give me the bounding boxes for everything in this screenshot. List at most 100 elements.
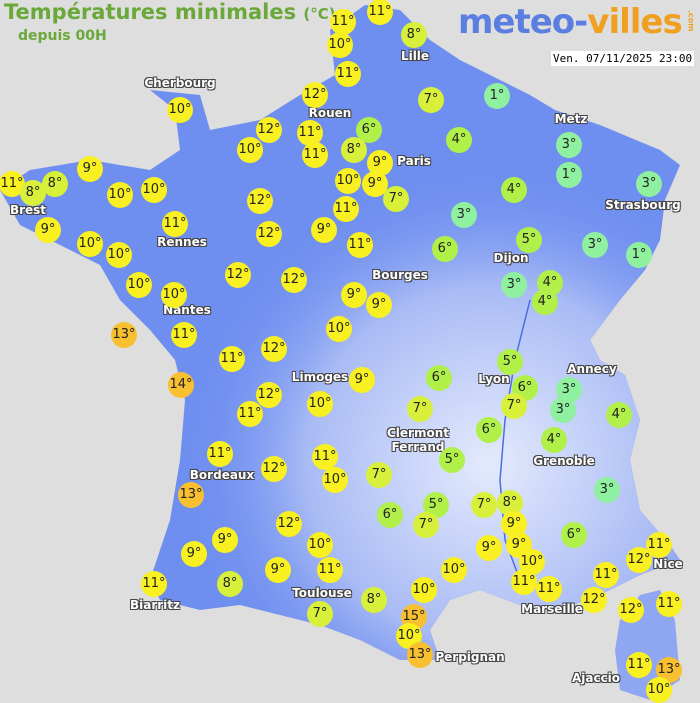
temperature-marker[interactable]: 10° — [411, 577, 437, 603]
temperature-marker[interactable]: 1° — [484, 83, 510, 109]
temperature-marker[interactable]: 10° — [161, 282, 187, 308]
meteo-villes-logo[interactable]: meteo-villes .com — [458, 2, 696, 42]
temperature-marker[interactable]: 3° — [550, 397, 576, 423]
temperature-marker[interactable]: 7° — [413, 512, 439, 538]
temperature-marker[interactable]: 12° — [256, 117, 282, 143]
temperature-marker[interactable]: 12° — [261, 336, 287, 362]
temperature-marker[interactable]: 14° — [168, 372, 194, 398]
temperature-marker[interactable]: 10° — [322, 467, 348, 493]
temperature-marker[interactable]: 10° — [307, 391, 333, 417]
temperature-marker[interactable]: 10° — [106, 242, 132, 268]
temperature-marker[interactable]: 6° — [476, 417, 502, 443]
temperature-marker[interactable]: 4° — [537, 270, 563, 296]
temperature-marker[interactable]: 5° — [497, 349, 523, 375]
temperature-marker[interactable]: 11° — [330, 9, 356, 35]
temperature-marker[interactable]: 12° — [256, 221, 282, 247]
temperature-marker[interactable]: 4° — [501, 177, 527, 203]
temperature-marker[interactable]: 10° — [167, 97, 193, 123]
temperature-marker[interactable]: 10° — [335, 168, 361, 194]
temperature-marker[interactable]: 9° — [366, 292, 392, 318]
temperature-marker[interactable]: 4° — [541, 427, 567, 453]
temperature-marker[interactable]: 11° — [312, 444, 338, 470]
temperature-marker[interactable]: 11° — [367, 0, 393, 25]
temperature-marker[interactable]: 6° — [432, 236, 458, 262]
temperature-marker[interactable]: 12° — [581, 587, 607, 613]
temperature-marker[interactable]: 11° — [219, 346, 245, 372]
temperature-marker[interactable]: 4° — [446, 127, 472, 153]
temperature-marker[interactable]: 11° — [162, 211, 188, 237]
temperature-marker[interactable]: 12° — [256, 382, 282, 408]
temperature-marker[interactable]: 11° — [593, 562, 619, 588]
temperature-marker[interactable]: 10° — [646, 677, 672, 703]
temperature-marker[interactable]: 6° — [426, 365, 452, 391]
temperature-marker[interactable]: 7° — [383, 186, 409, 212]
temperature-marker[interactable]: 13° — [111, 322, 137, 348]
temperature-marker[interactable]: 9° — [476, 535, 502, 561]
temperature-marker[interactable]: 11° — [207, 441, 233, 467]
temperature-marker[interactable]: 13° — [178, 482, 204, 508]
temperature-marker[interactable]: 15° — [401, 604, 427, 630]
temperature-marker[interactable]: 11° — [626, 652, 652, 678]
temperature-marker[interactable]: 11° — [317, 557, 343, 583]
temperature-marker[interactable]: 11° — [511, 569, 537, 595]
temperature-marker[interactable]: 7° — [501, 393, 527, 419]
temperature-marker[interactable]: 11° — [171, 322, 197, 348]
temperature-marker[interactable]: 12° — [618, 597, 644, 623]
temperature-marker[interactable]: 12° — [276, 511, 302, 537]
temperature-marker[interactable]: 10° — [237, 137, 263, 163]
temperature-marker[interactable]: 6° — [377, 502, 403, 528]
temperature-marker[interactable]: 10° — [327, 32, 353, 58]
temperature-marker[interactable]: 3° — [501, 272, 527, 298]
temperature-marker[interactable]: 12° — [247, 188, 273, 214]
temperature-marker[interactable]: 7° — [418, 87, 444, 113]
temperature-marker[interactable]: 4° — [532, 289, 558, 315]
temperature-marker[interactable]: 8° — [341, 137, 367, 163]
temperature-marker[interactable]: 8° — [401, 22, 427, 48]
temperature-marker[interactable]: 9° — [265, 557, 291, 583]
temperature-marker[interactable]: 10° — [77, 231, 103, 257]
temperature-marker[interactable]: 7° — [366, 462, 392, 488]
temperature-marker[interactable]: 11° — [333, 196, 359, 222]
temperature-marker[interactable]: 1° — [556, 162, 582, 188]
temperature-marker[interactable]: 8° — [20, 180, 46, 206]
temperature-marker[interactable]: 9° — [212, 527, 238, 553]
temperature-marker[interactable]: 10° — [126, 272, 152, 298]
temperature-marker[interactable]: 5° — [516, 227, 542, 253]
temperature-marker[interactable]: 3° — [582, 232, 608, 258]
temperature-marker[interactable]: 10° — [326, 316, 352, 342]
temperature-marker[interactable]: 10° — [107, 182, 133, 208]
temperature-marker[interactable]: 9° — [341, 282, 367, 308]
temperature-marker[interactable]: 10° — [307, 532, 333, 558]
temperature-marker[interactable]: 12° — [281, 267, 307, 293]
temperature-marker[interactable]: 6° — [512, 375, 538, 401]
temperature-marker[interactable]: 7° — [471, 492, 497, 518]
temperature-marker[interactable]: 9° — [35, 217, 61, 243]
temperature-marker[interactable]: 9° — [181, 541, 207, 567]
temperature-marker[interactable]: 3° — [556, 132, 582, 158]
temperature-marker[interactable]: 11° — [335, 61, 361, 87]
temperature-marker[interactable]: 12° — [225, 262, 251, 288]
temperature-marker[interactable]: 12° — [302, 82, 328, 108]
temperature-marker[interactable]: 11° — [297, 120, 323, 146]
temperature-marker[interactable]: 11° — [237, 401, 263, 427]
temperature-marker[interactable]: 1° — [626, 242, 652, 268]
temperature-marker[interactable]: 10° — [396, 623, 422, 649]
temperature-marker[interactable]: 11° — [656, 591, 682, 617]
temperature-marker[interactable]: 11° — [536, 576, 562, 602]
temperature-marker[interactable]: 9° — [311, 217, 337, 243]
temperature-marker[interactable]: 11° — [302, 142, 328, 168]
temperature-marker[interactable]: 12° — [626, 547, 652, 573]
temperature-marker[interactable]: 6° — [561, 522, 587, 548]
temperature-marker[interactable]: 7° — [407, 396, 433, 422]
temperature-marker[interactable]: 12° — [261, 456, 287, 482]
temperature-marker[interactable]: 11° — [141, 571, 167, 597]
temperature-marker[interactable]: 5° — [439, 447, 465, 473]
temperature-marker[interactable]: 8° — [217, 571, 243, 597]
temperature-marker[interactable]: 7° — [307, 601, 333, 627]
temperature-marker[interactable]: 8° — [361, 587, 387, 613]
temperature-marker[interactable]: 10° — [441, 557, 467, 583]
temperature-marker[interactable]: 3° — [451, 202, 477, 228]
temperature-marker[interactable]: 3° — [594, 477, 620, 503]
temperature-marker[interactable]: 4° — [606, 402, 632, 428]
temperature-marker[interactable]: 8° — [42, 171, 68, 197]
